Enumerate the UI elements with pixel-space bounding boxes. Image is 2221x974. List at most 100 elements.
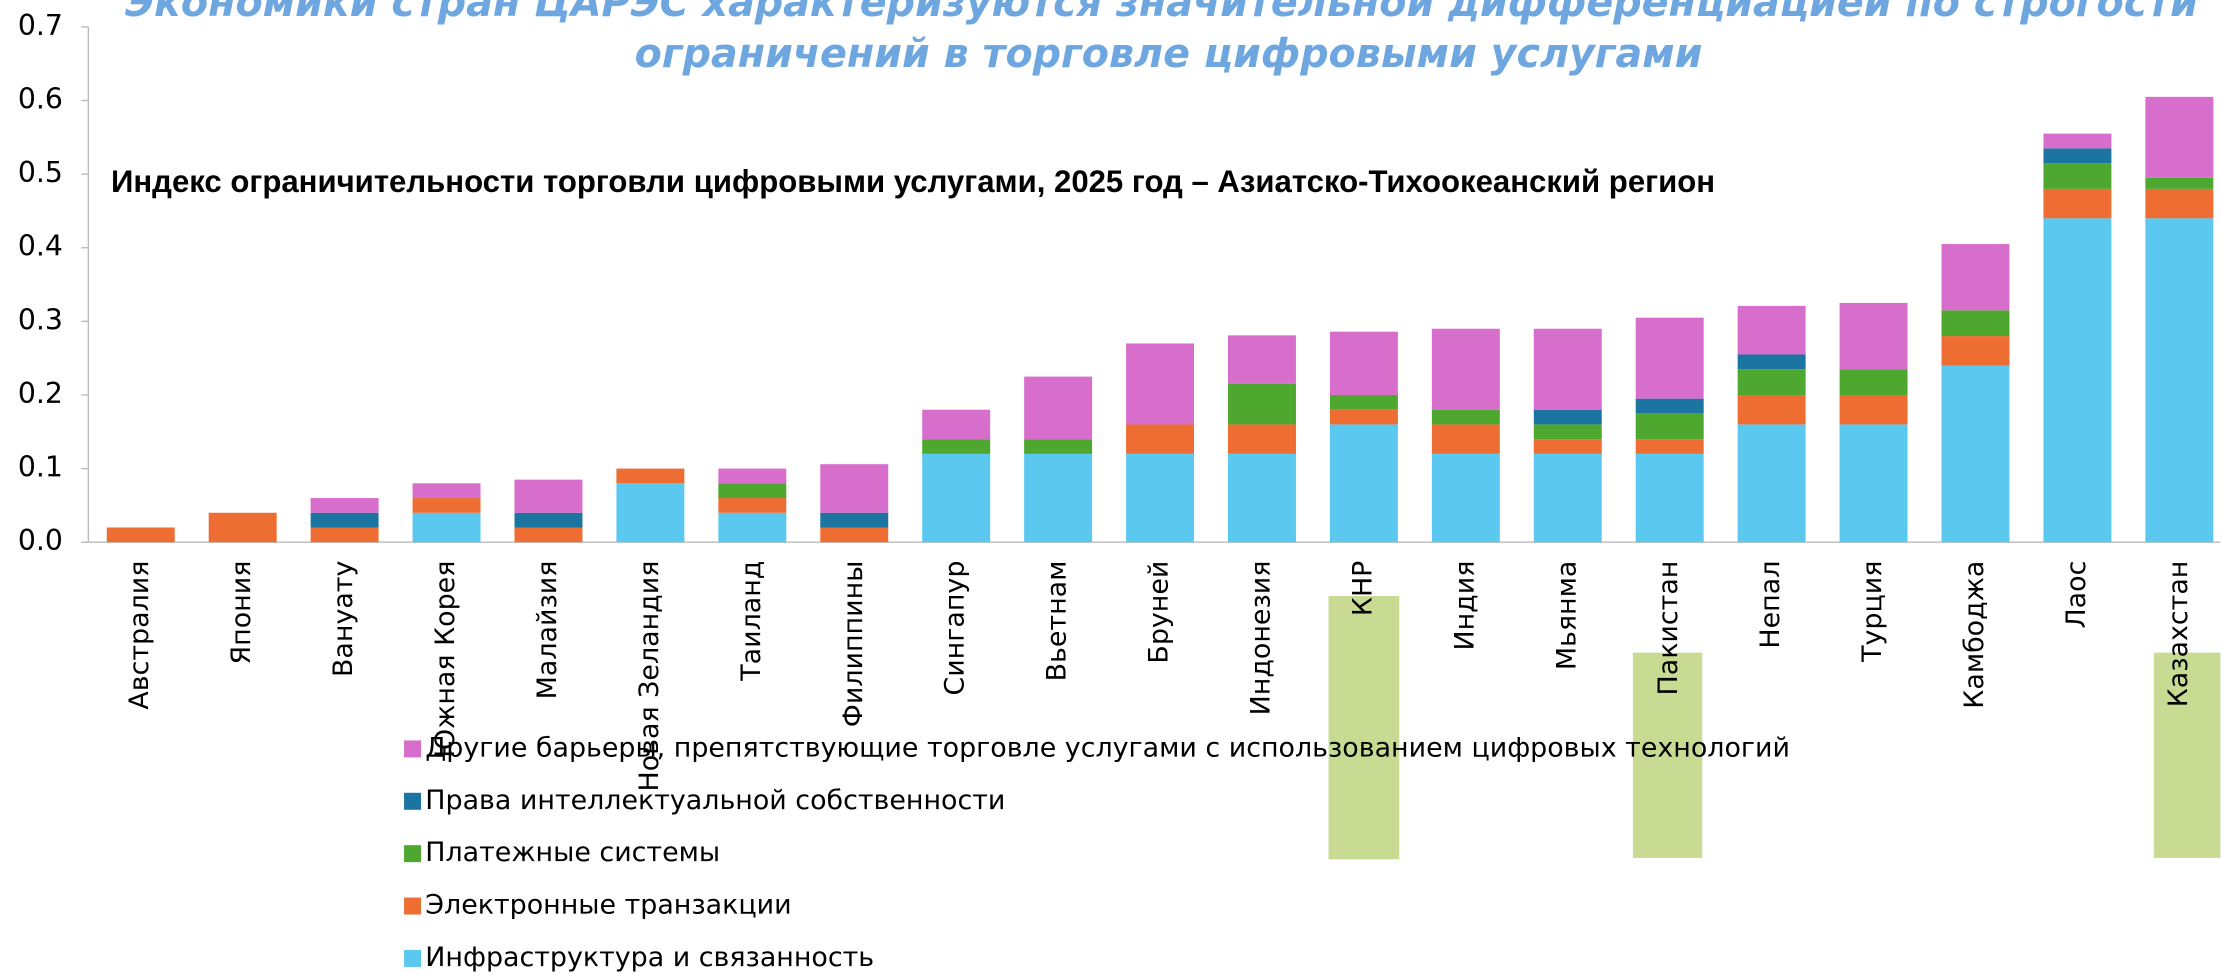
bar-segment [922,453,991,543]
legend-swatch [404,792,422,810]
x-tick-label: Пакистан [1653,561,1684,696]
x-tick-label: Непал [1755,561,1786,649]
legend-label: Другие барьеры, препятствующие торговле … [425,732,1790,763]
x-tick-label: Индия [1449,561,1480,651]
bar-segment [1737,424,1806,543]
chart-title: Экономики стран ЦАРЭС характеризуются зн… [125,0,2198,26]
bar-segment [718,498,787,513]
x-tick-label: Австралия [124,561,155,710]
x-tick-label: Сингапур [940,561,971,696]
bar-segment [820,512,889,528]
x-tick-label: Лаос [2061,561,2092,629]
bar-segment [1941,336,2010,366]
bar-segment [1126,343,1195,425]
highlight [1328,596,1400,860]
bar-segment [1941,310,2010,337]
bar-segment [1431,424,1500,454]
bar-segment [1329,331,1398,395]
bar-segment [718,468,787,484]
legend-label: Инфраструктура и связанность [425,942,874,973]
x-tick-label: Бруней [1144,561,1175,664]
bar-segment [1839,394,1908,425]
bar-segment [1941,244,2010,311]
bar-segment [1228,383,1296,425]
x-tick-label: Вануату [328,561,359,678]
bar-segment [1024,439,1093,454]
x-tick-label: Казахстан [2163,561,2194,708]
y-tick-label: 0.3 [18,303,63,336]
legend-label: Электронные транзакции [425,890,791,921]
bar-segment [820,527,889,543]
bar-segment [1431,409,1500,425]
x-tick-label: Мьянма [1551,561,1582,671]
bar-segment [1533,409,1602,425]
x-tick-label: Новая Зеландия [634,561,665,792]
x-tick-label: Таиланд [736,561,767,682]
legend-swatch [404,949,422,967]
bar-segment [2145,218,2214,543]
x-tick-label: Индонезия [1245,561,1276,716]
y-tick-label: 0.5 [18,156,63,189]
bar-segment [514,479,583,513]
bar-segment [1635,398,1704,414]
bar-segment [208,512,277,543]
x-tick-label: КНР [1347,561,1378,617]
bar-segment [1635,413,1704,440]
chart-subtitle: Индекс ограничительности торговли цифров… [111,164,1715,199]
y-tick-label: 0.4 [18,230,63,263]
bar-segment [1126,424,1195,454]
legend-swatch [404,740,422,758]
bar-segment [2145,188,2214,219]
highlight [2153,652,2221,858]
bar-segment [106,527,175,543]
x-tick-label: Камбоджа [1959,561,1990,709]
bar-segment [2043,163,2112,189]
bar-segment [310,498,379,513]
bar-segment [1533,424,1602,440]
legend-swatch [404,845,422,863]
bar-segment [1533,439,1602,454]
bar-segment [1635,317,1704,399]
bar-segment [1737,305,1806,355]
chart-title: ограничений в торговле цифровыми услугам… [635,31,1703,77]
bar-segment [514,527,583,543]
bar-segment [1533,453,1602,543]
bar-segment [616,483,685,543]
bar-segment [1228,424,1296,454]
bar-segment [412,498,481,513]
x-tick-label: Япония [226,561,257,665]
bar-segment [412,483,481,499]
x-tick-label: Турция [1857,561,1888,663]
bar-segment [310,512,379,528]
bar-segment [1228,453,1296,543]
bar-segment [2043,133,2112,149]
bar-segment [2145,177,2214,189]
bar-segment [922,409,991,440]
bar-segment [1024,453,1093,543]
bar-segment [1737,394,1806,425]
bar-segment [1431,328,1500,410]
bar-segment [2043,148,2112,164]
highlight [1632,652,1703,858]
x-tick-label: Малайзия [532,561,563,700]
y-tick-label: 0.0 [18,524,63,557]
bar-segment [616,468,685,484]
bar-segment [1126,453,1195,543]
y-tick-label: 0.1 [18,451,63,484]
bar-segment [1329,409,1398,425]
legend-swatch [404,897,422,915]
bar-segment [1635,439,1704,454]
bar-segment [1737,369,1806,395]
x-tick-label: Филиппины [838,561,869,728]
y-tick-label: 0.6 [18,83,63,116]
bar-segment [2043,218,2112,543]
bar-segment [1941,365,2010,543]
y-tick-label: 0.7 [18,9,63,42]
bar-segment [718,483,787,499]
bar-segment [1839,369,1908,395]
bar-segment [1635,453,1704,543]
y-tick-label: 0.2 [18,377,63,410]
bar-segment [718,512,787,543]
